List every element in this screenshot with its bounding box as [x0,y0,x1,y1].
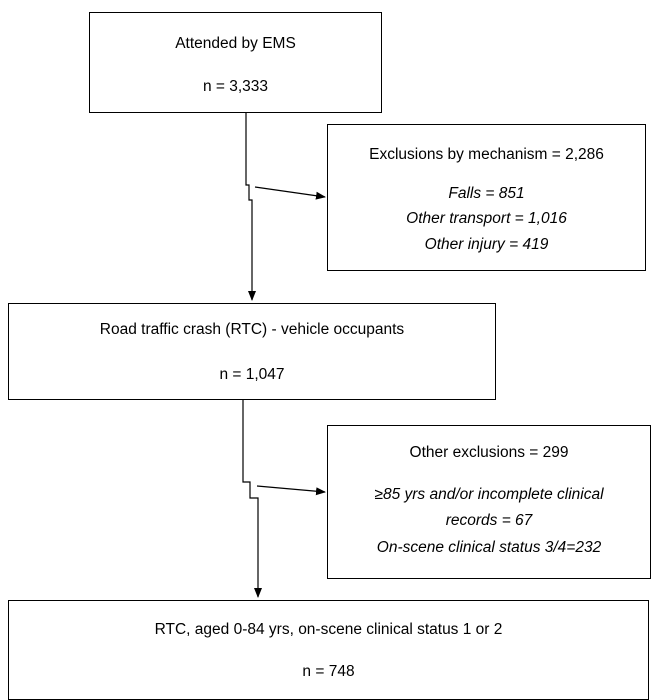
node-item: ≥85 yrs and/or incomplete clinical [374,486,604,503]
node-label: Attended by EMS [175,35,296,52]
exclusion-arrow [254,186,326,200]
node-item: Other injury = 419 [424,236,549,253]
node-label: RTC, aged 0-84 yrs, on-scene clinical st… [154,621,503,638]
exclusion-arrow [256,485,326,496]
node-count: n = 1,047 [219,366,285,383]
node-box: Road traffic crash (RTC) - vehicle occup… [8,303,496,400]
node-box: Attended by EMS n = 3,333 [89,12,382,113]
node-box: Exclusions by mechanism = 2,286 Falls = … [327,124,646,271]
node-label: Road traffic crash (RTC) - vehicle occup… [99,321,405,338]
node-count: n = 748 [302,663,355,680]
node-box: Other exclusions = 299 ≥85 yrs and/or in… [327,425,651,579]
node-item: On-scene clinical status 3/4=232 [376,539,602,556]
node-label: Exclusions by mechanism = 2,286 [369,146,604,163]
flow-line [242,399,262,598]
node-item: Other transport = 1,016 [406,210,567,227]
flow-line [245,112,256,301]
node-item: records = 67 [445,512,533,529]
node-label: Other exclusions = 299 [409,444,569,461]
node-item: Falls = 851 [448,185,525,202]
node-box: RTC, aged 0-84 yrs, on-scene clinical st… [8,600,649,700]
node-count: n = 3,333 [202,78,269,95]
